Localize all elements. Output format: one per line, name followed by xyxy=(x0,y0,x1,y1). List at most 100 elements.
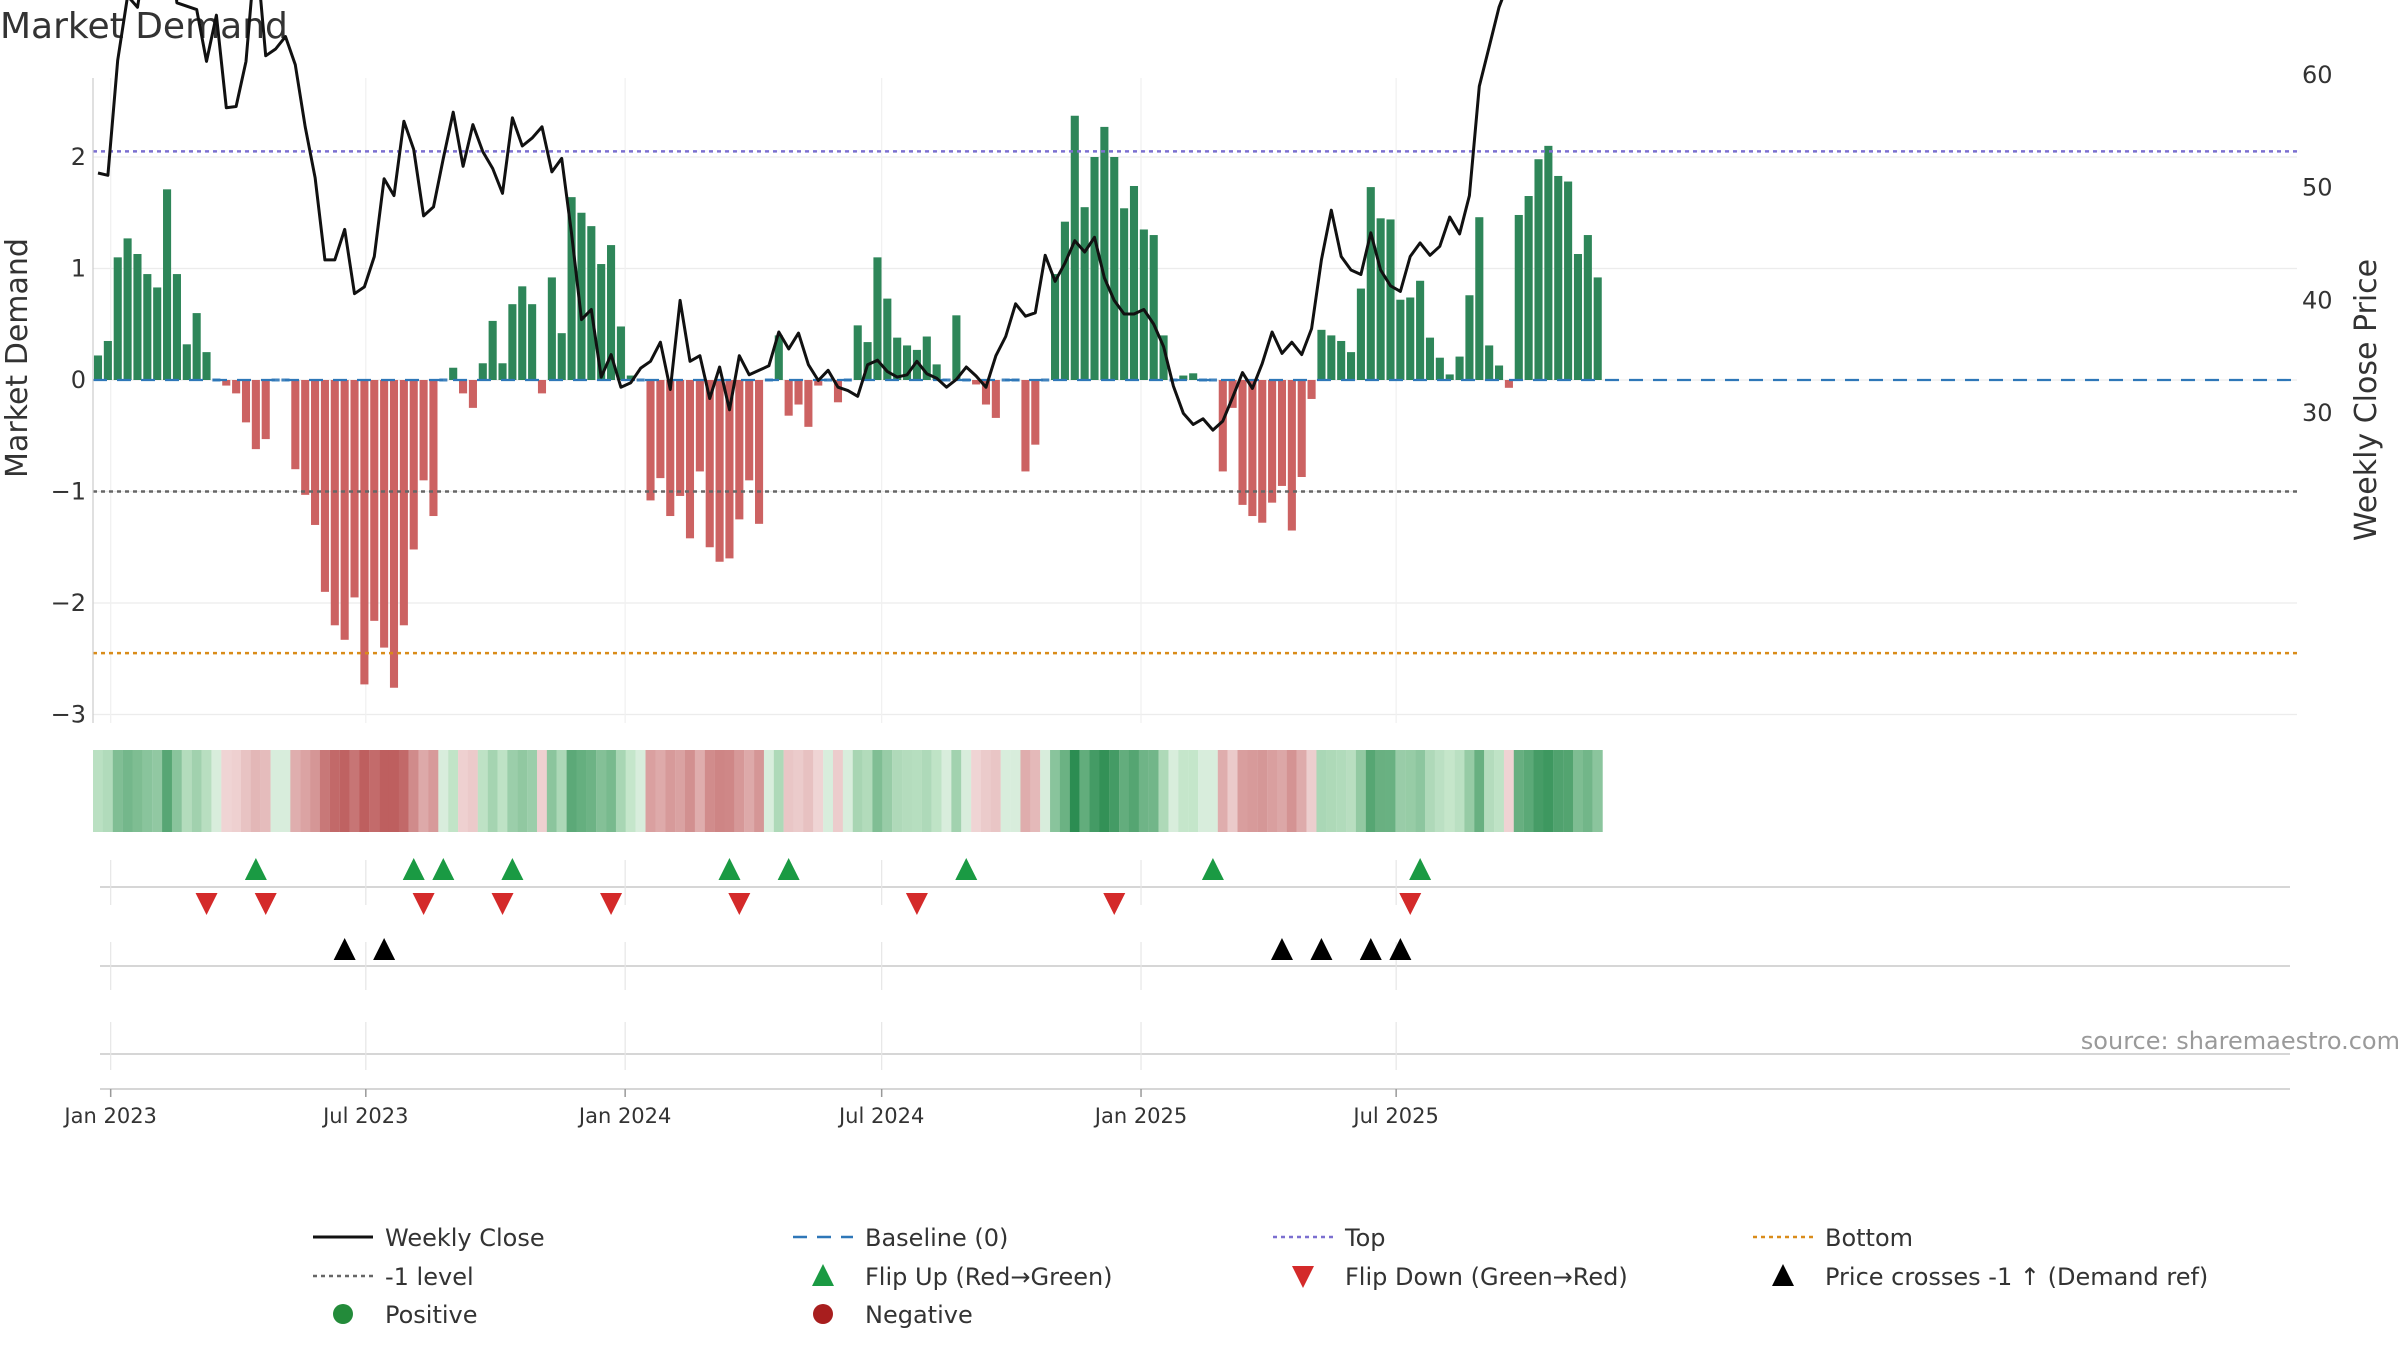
strip-cell xyxy=(872,750,883,832)
demand-bar xyxy=(468,380,477,408)
strip-cell xyxy=(1454,750,1465,832)
demand-bar xyxy=(192,313,201,380)
strip-cell xyxy=(1069,750,1080,832)
legend-label: Top xyxy=(1344,1224,1386,1252)
strip-cell xyxy=(1168,750,1179,832)
demand-bar xyxy=(1307,380,1316,399)
strip-cell xyxy=(1415,750,1426,832)
strip-cell xyxy=(1059,750,1070,832)
legend-item: Baseline (0) xyxy=(793,1224,1008,1252)
strip-cell xyxy=(1592,750,1603,832)
demand-bar xyxy=(981,380,991,405)
demand-bar xyxy=(93,355,103,380)
strip-cell xyxy=(1178,750,1189,832)
strip-cell xyxy=(1286,750,1297,832)
demand-bar xyxy=(1593,277,1602,380)
strip-cell xyxy=(250,750,261,832)
strip-cell xyxy=(300,750,311,832)
flip-up-marker xyxy=(955,858,978,880)
flip-up-marker xyxy=(432,858,455,880)
y2-tick-label: 60 xyxy=(2302,61,2333,89)
legend-item: Weekly Close xyxy=(313,1224,545,1252)
demand-bar xyxy=(1287,380,1296,531)
demand-bar xyxy=(1317,329,1326,380)
demand-bar xyxy=(1445,374,1454,380)
strip-cell xyxy=(517,750,528,832)
price-cross-marker xyxy=(1359,938,1382,960)
strip-cell xyxy=(1543,750,1554,832)
strip-cell xyxy=(842,750,853,832)
strip-cell xyxy=(1484,750,1495,832)
demand-bar xyxy=(163,189,172,380)
demand-bar xyxy=(774,335,783,380)
strip-cell xyxy=(596,750,607,832)
demand-bar xyxy=(1573,254,1583,380)
demand-bar xyxy=(1554,175,1563,380)
demand-bar xyxy=(1100,126,1109,381)
strip-cell xyxy=(1533,750,1544,832)
demand-bar xyxy=(972,380,981,385)
strip-cell xyxy=(675,750,686,832)
demand-bar xyxy=(616,326,625,380)
strip-cell xyxy=(310,750,321,832)
legend-triangle-black-icon xyxy=(1772,1264,1794,1286)
y-tick-label: 0 xyxy=(71,366,86,394)
y-tick-label: −2 xyxy=(51,589,86,617)
strip-cell xyxy=(1217,750,1228,832)
strip-cell xyxy=(862,750,873,832)
demand-bar xyxy=(952,315,961,380)
flip-down-marker xyxy=(254,893,277,915)
strip-cell xyxy=(487,750,498,832)
demand-bar xyxy=(607,245,616,380)
strip-cell xyxy=(1128,750,1139,832)
demand-bar xyxy=(1297,380,1306,478)
legend-label: Positive xyxy=(385,1301,478,1329)
demand-bar xyxy=(1258,380,1267,523)
legend-triangle-up-icon xyxy=(812,1264,834,1286)
demand-bar xyxy=(291,380,300,470)
demand-bar xyxy=(1455,356,1464,380)
demand-bar xyxy=(1110,157,1119,380)
demand-bar xyxy=(537,380,547,394)
demand-bar xyxy=(1031,380,1040,445)
strip-cell xyxy=(1198,750,1209,832)
legend-label: Flip Down (Green→Red) xyxy=(1345,1263,1628,1291)
legend-item: Positive xyxy=(333,1301,478,1329)
x-tick-label: Jul 2023 xyxy=(321,1104,408,1128)
strip-cell xyxy=(1010,750,1021,832)
demand-bar xyxy=(991,380,1000,418)
demand-bar xyxy=(222,380,231,386)
strip-cell xyxy=(319,750,330,832)
x-tick-label: Jan 2023 xyxy=(62,1104,157,1128)
strip-cell xyxy=(1296,750,1307,832)
demand-bar xyxy=(350,380,359,598)
strip-cell xyxy=(152,750,163,832)
strip-cell xyxy=(1336,750,1347,832)
strip-cell xyxy=(971,750,982,832)
demand-bar xyxy=(804,380,813,427)
strip-cell xyxy=(1365,750,1376,832)
strip-cell xyxy=(467,750,478,832)
demand-bar xyxy=(488,320,497,380)
strip-cell xyxy=(211,750,222,832)
strip-cell xyxy=(783,750,794,832)
demand-bar xyxy=(1080,207,1089,380)
flip-up-marker xyxy=(718,858,741,880)
strip-cell xyxy=(823,750,834,832)
strip-cell xyxy=(852,750,863,832)
demand-bar xyxy=(301,380,310,495)
demand-bar xyxy=(419,380,428,481)
strip-cell xyxy=(1000,750,1011,832)
demand-bar xyxy=(873,257,882,380)
demand-bar xyxy=(153,287,162,380)
strip-cell xyxy=(546,750,557,832)
chart-title: Market Demand xyxy=(0,6,288,47)
strip-cell xyxy=(1316,750,1327,832)
x-tick-label: Jan 2025 xyxy=(1093,1104,1188,1128)
strip-cell xyxy=(1040,750,1051,832)
demand-bar xyxy=(1425,337,1435,380)
y-tick-label: −1 xyxy=(51,478,86,506)
strip-cell xyxy=(1276,750,1287,832)
y-tick-label: 2 xyxy=(71,143,86,171)
strip-cell xyxy=(221,750,232,832)
